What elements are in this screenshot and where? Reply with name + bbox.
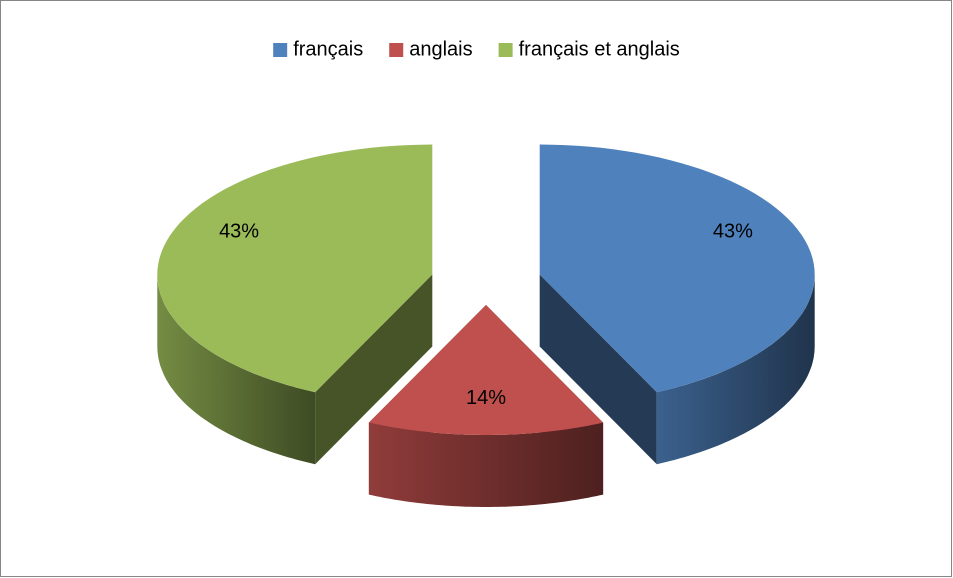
- legend-swatch: [389, 43, 404, 57]
- slice: [157, 144, 433, 465]
- slice-side: [157, 274, 316, 465]
- slice: [539, 144, 815, 393]
- data-label: 43%: [713, 220, 753, 242]
- legend-swatch: [273, 43, 288, 57]
- slice-side: [315, 274, 433, 465]
- data-label: 14%: [466, 387, 506, 409]
- slice: [157, 144, 433, 393]
- slice-side: [539, 274, 657, 465]
- legend-label: français: [293, 38, 363, 60]
- legend-label: français et anglais: [519, 38, 680, 60]
- slice-side: [656, 274, 815, 465]
- slice: [539, 144, 815, 465]
- legend-swatch: [498, 43, 513, 57]
- slice: [368, 305, 604, 435]
- data-label: 43%: [219, 220, 259, 242]
- slice-side: [368, 422, 604, 507]
- slice: [368, 305, 604, 507]
- legend-label: anglais: [409, 38, 472, 60]
- legend: français anglais français et anglais: [273, 38, 680, 60]
